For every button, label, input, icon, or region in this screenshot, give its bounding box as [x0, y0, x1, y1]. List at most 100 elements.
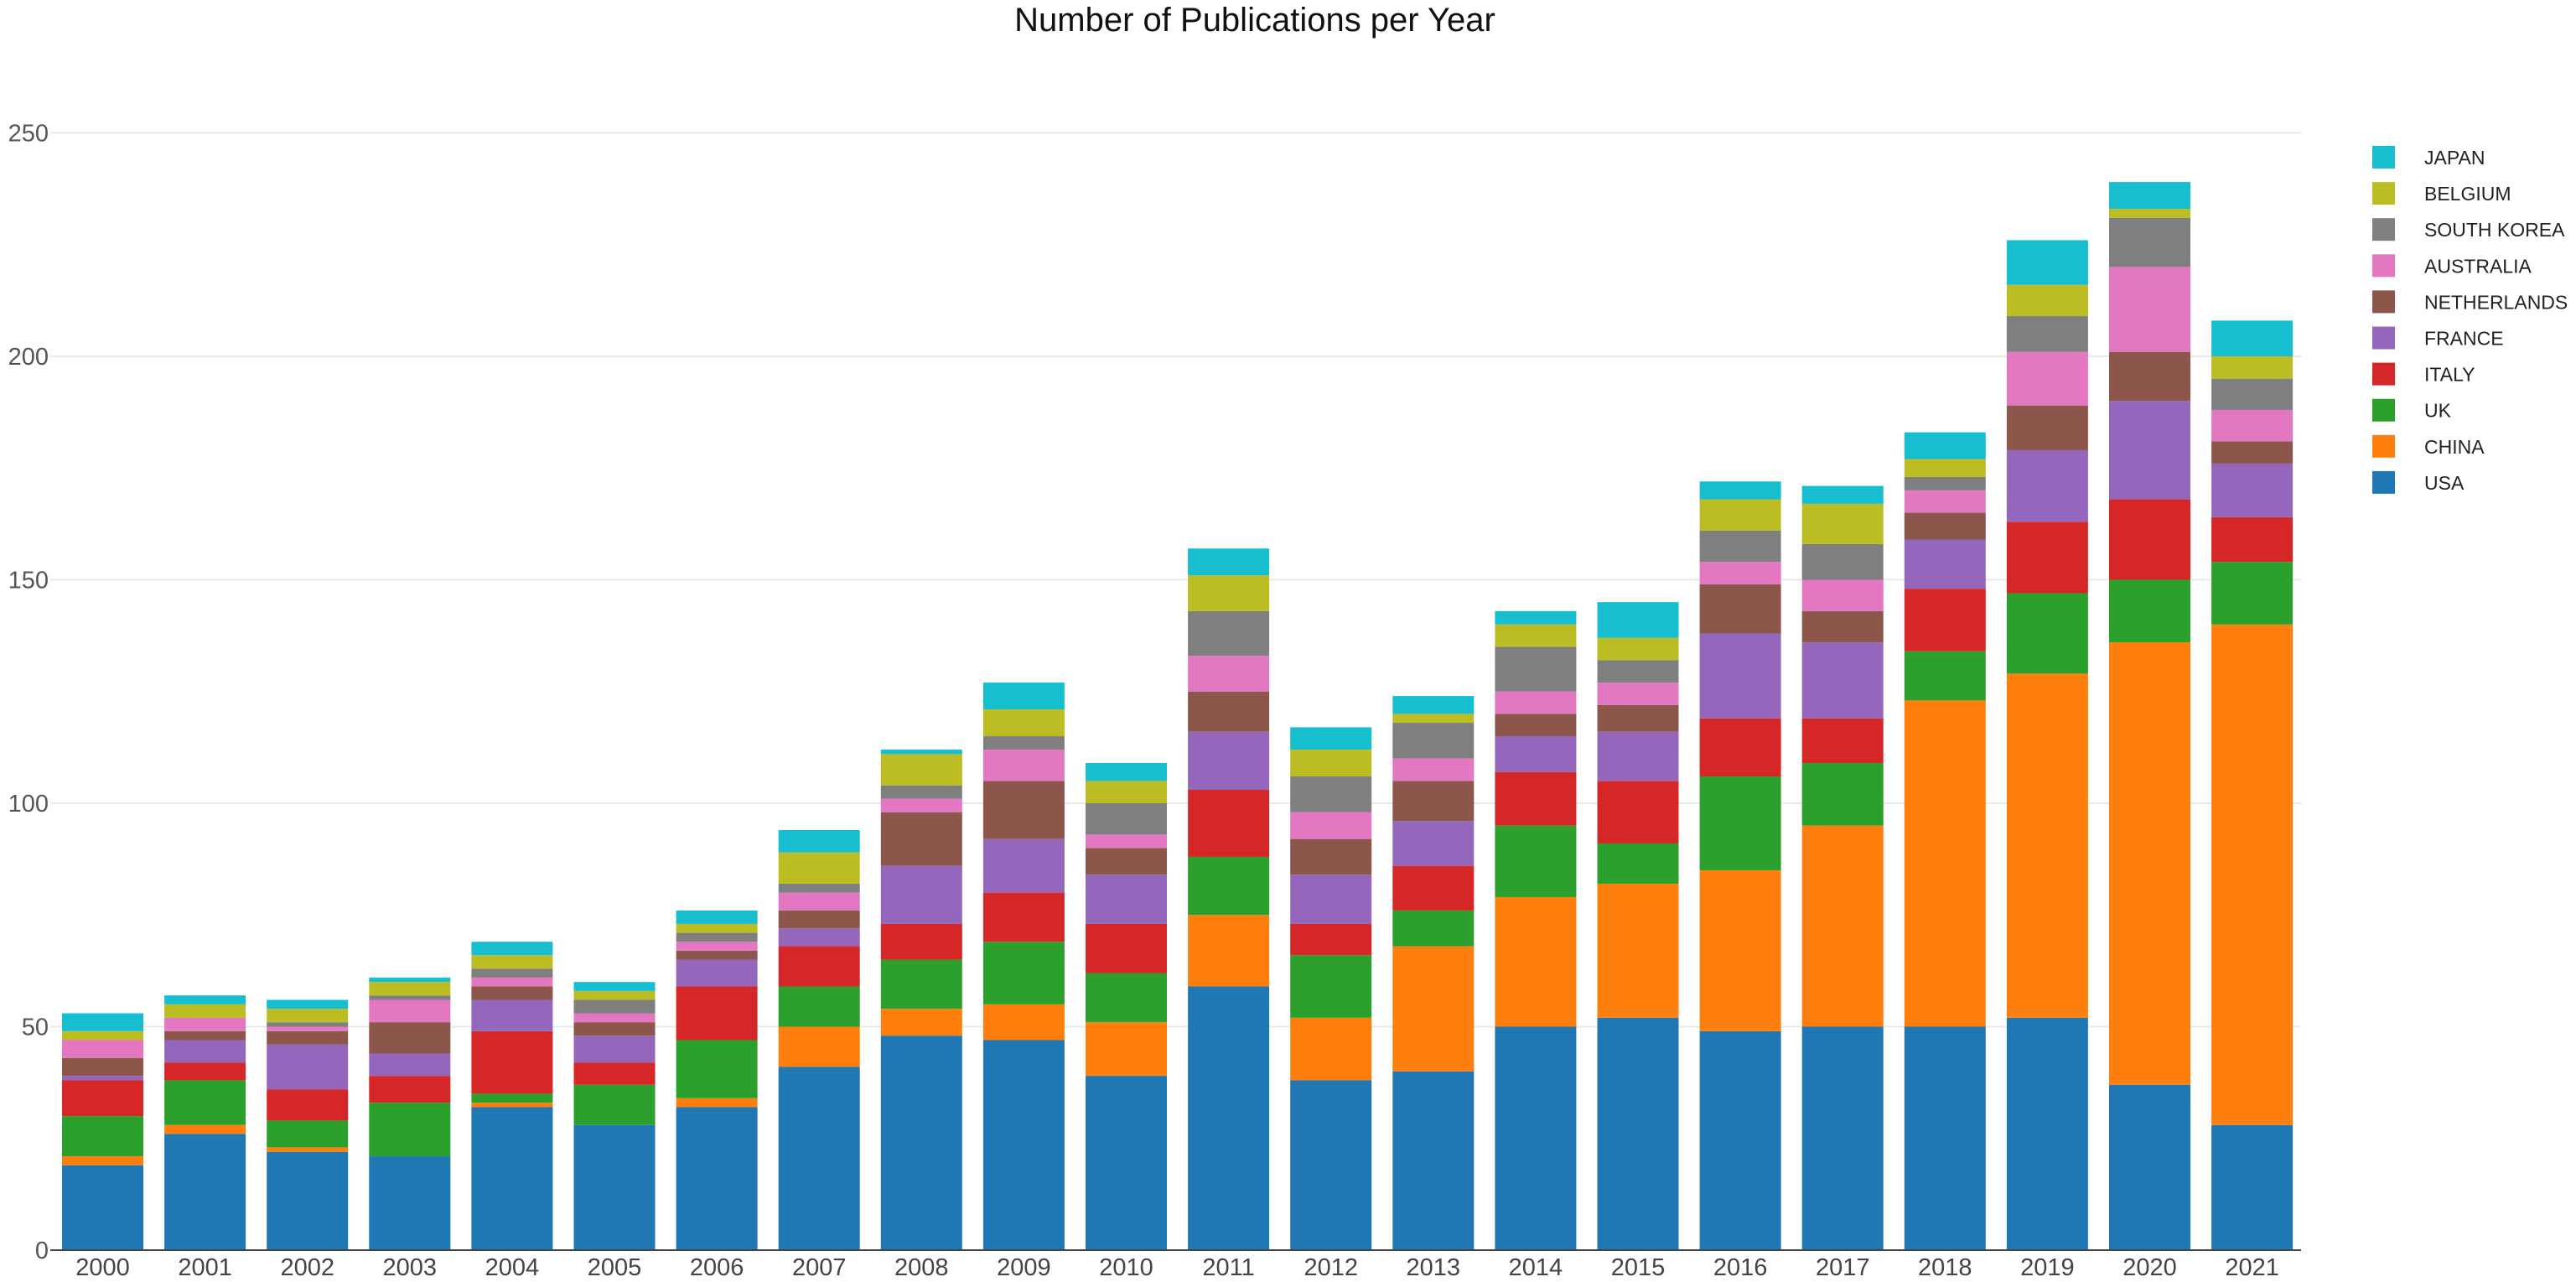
- bar-segment: [1392, 723, 1475, 759]
- bar-segment: [1290, 812, 1372, 839]
- bar-segment: [267, 1044, 349, 1090]
- bar-segment: [267, 1089, 349, 1121]
- bar-segment: [1597, 602, 1679, 638]
- x-tick-label: 2006: [690, 1254, 744, 1281]
- bar-segment: [778, 829, 860, 853]
- y-axis-ticks: 0 50 100 150 200 250: [8, 121, 49, 1265]
- x-tick-label: 2002: [280, 1254, 334, 1281]
- legend-item: AUSTRALIA: [2372, 254, 2532, 278]
- bar-segment: [1801, 1026, 1884, 1250]
- bar-segment: [62, 1156, 143, 1165]
- bar-segment: [1188, 986, 1270, 1250]
- bar-segment: [1597, 660, 1679, 683]
- bar-segment: [982, 781, 1065, 839]
- bar-segment: [1392, 821, 1475, 866]
- bar-segment: [369, 1156, 451, 1250]
- bar-segment: [1188, 575, 1270, 611]
- x-tick-label: 2007: [792, 1254, 847, 1281]
- bar-segment: [2006, 405, 2088, 450]
- bar-segment: [778, 883, 860, 893]
- bar-segment: [778, 910, 860, 929]
- legend-swatch: [2372, 218, 2395, 241]
- bar-segment: [1904, 1026, 1986, 1250]
- bar-segment: [1188, 790, 1270, 857]
- bar-segment: [164, 1004, 246, 1018]
- bar-segment: [982, 1004, 1065, 1041]
- legend-label: USA: [2424, 472, 2465, 494]
- bar-segment: [369, 995, 451, 1000]
- bar-segment: [267, 1120, 349, 1148]
- bar-segment: [1188, 691, 1270, 732]
- bar-segment: [982, 709, 1065, 737]
- bar-segment: [1495, 736, 1577, 772]
- bar-segment: [62, 1057, 143, 1077]
- bar-segment: [1597, 1017, 1679, 1250]
- bar-segment: [1801, 503, 1884, 544]
- bar-segment: [880, 750, 962, 755]
- bar-segment: [778, 1067, 860, 1250]
- bar-segment: [369, 1076, 451, 1103]
- legend-label: UK: [2424, 400, 2452, 422]
- bar-segment: [1597, 781, 1679, 843]
- bar-segment: [369, 999, 451, 1023]
- bar-segment: [1597, 883, 1679, 1018]
- bar-segment: [1904, 512, 1986, 540]
- bar-segment: [1290, 1080, 1372, 1250]
- bar-segment: [676, 942, 758, 951]
- bar-stack-2004: [471, 942, 553, 1250]
- bar-segment: [880, 812, 962, 866]
- bar-segment: [1392, 714, 1475, 724]
- bar-segment: [1699, 499, 1781, 531]
- bar-segment: [676, 959, 758, 987]
- bar-segment: [1290, 923, 1372, 956]
- x-tick-label: 2001: [178, 1254, 232, 1281]
- bar-segment: [1086, 973, 1167, 1023]
- bar-segment: [369, 1103, 451, 1157]
- y-tick-label: 250: [8, 121, 49, 148]
- legend-item: ITALY: [2372, 362, 2475, 386]
- bar-segment: [471, 1030, 553, 1094]
- legend-label: FRANCE: [2424, 328, 2504, 350]
- legend-swatch: [2372, 434, 2395, 458]
- bar-segment: [471, 999, 553, 1031]
- bar-segment: [1495, 610, 1577, 625]
- bar-segment: [1495, 896, 1577, 1027]
- bar-segment: [676, 1040, 758, 1098]
- legend-item: CHINA: [2372, 434, 2485, 458]
- bar-segment: [2211, 441, 2294, 464]
- bar-segment: [778, 928, 860, 947]
- bar-segment: [1699, 584, 1781, 634]
- bar-segment: [982, 892, 1065, 942]
- bar-segment: [778, 986, 860, 1027]
- bar-segment: [1699, 776, 1781, 870]
- bar-segment: [62, 1013, 143, 1031]
- bar-segment: [164, 1134, 246, 1250]
- bar-segment: [982, 736, 1065, 750]
- bar-stack-2012: [1290, 727, 1372, 1250]
- bar-segment: [1290, 955, 1372, 1018]
- bar-segment: [471, 1103, 553, 1108]
- bar-segment: [1495, 771, 1577, 826]
- bar-segment: [1392, 910, 1475, 947]
- bar-segment: [2211, 1124, 2294, 1250]
- legend-label: AUSTRALIA: [2424, 255, 2532, 277]
- bar-segment: [471, 977, 553, 987]
- bar-segment: [1597, 683, 1679, 705]
- bar-segment: [62, 1040, 143, 1058]
- bar-segment: [982, 942, 1065, 1004]
- bar-segment: [1392, 865, 1475, 911]
- bar-segment: [471, 986, 553, 1000]
- x-tick-label: 2015: [1611, 1254, 1666, 1281]
- bar-stack-2002: [267, 999, 349, 1250]
- bar-segment: [62, 1030, 143, 1041]
- bar-segment: [164, 1080, 246, 1125]
- bar-segment: [880, 1009, 962, 1036]
- bar-segment: [1290, 838, 1372, 875]
- bar-segment: [2109, 267, 2190, 352]
- legend-label: NETHERLANDS: [2424, 291, 2568, 313]
- bar-segment: [1801, 543, 1884, 580]
- x-tick-label: 2019: [2020, 1254, 2075, 1281]
- bar-segment: [2109, 579, 2190, 643]
- bar-segment: [573, 1035, 656, 1063]
